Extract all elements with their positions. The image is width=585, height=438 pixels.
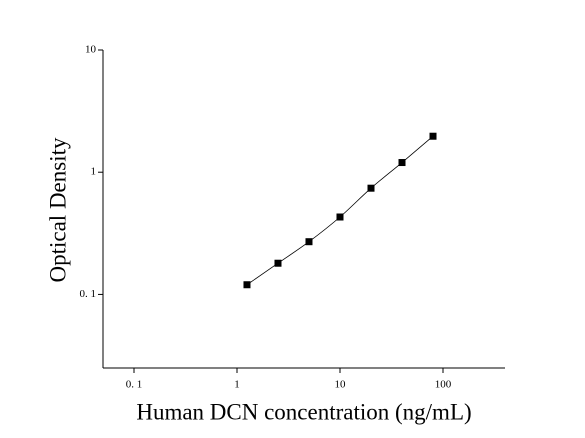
data-point (429, 132, 437, 140)
x-tick-label: 0. 1 (126, 379, 143, 391)
x-tick-label: 10 (334, 379, 346, 391)
data-point (367, 184, 375, 192)
y-tick-label: 0. 1 (80, 288, 97, 300)
x-axis-label: Human DCN concentration (ng/mL) (136, 399, 471, 424)
y-tick-label: 10 (85, 44, 97, 56)
data-point (398, 159, 406, 167)
y-tick-label: 1 (91, 166, 97, 178)
y-axis-label: Optical Density (45, 137, 70, 282)
x-tick-label: 100 (435, 379, 452, 391)
data-point (243, 281, 251, 289)
data-point (305, 238, 313, 246)
data-point (336, 213, 344, 221)
x-tick-label: 1 (234, 379, 240, 391)
data-point (274, 259, 282, 267)
